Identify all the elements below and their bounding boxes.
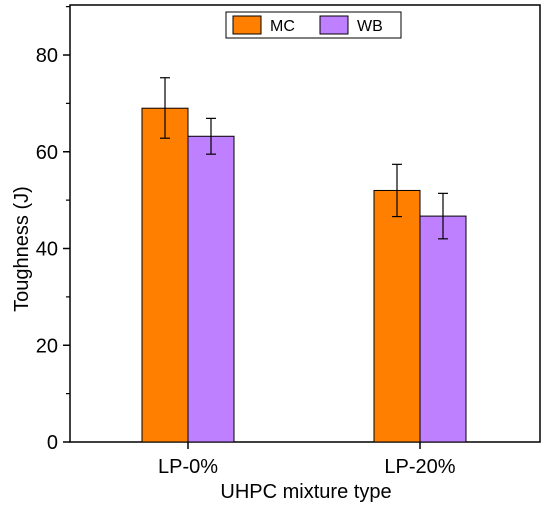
legend-swatch-mc — [232, 15, 262, 35]
error-bar-mc-1 — [160, 77, 170, 139]
y-axis-title: Toughness (J) — [11, 186, 33, 312]
x-tick-label: LP-20% — [384, 456, 455, 478]
error-bar-wb-2 — [438, 192, 448, 240]
plot-frame — [69, 4, 541, 443]
y-tick-label: 80 — [36, 45, 58, 67]
error-bars — [160, 77, 448, 240]
legend-swatch-wb — [319, 15, 349, 35]
legend-label-mc: MC — [270, 18, 295, 35]
bar-wb-2 — [419, 215, 467, 443]
y-tick-label: 20 — [36, 335, 58, 357]
error-bar-mc-2 — [392, 163, 402, 218]
x-axis-title: UHPC mixture type — [220, 481, 391, 503]
y-tick-label: 40 — [36, 239, 58, 261]
plot-area — [69, 4, 541, 443]
bar-wb-1 — [187, 135, 235, 443]
axes: 0 20 40 60 80 LP-0% LP-20% — [36, 6, 456, 478]
y-tick-label: 60 — [36, 142, 58, 164]
bar-mc-1 — [141, 107, 189, 443]
legend: MC WB — [225, 11, 402, 39]
legend-label-wb: WB — [357, 18, 383, 35]
bars — [141, 107, 467, 443]
x-tick-label: LP-0% — [158, 456, 218, 478]
error-bar-wb-1 — [206, 117, 216, 155]
y-tick-label: 0 — [47, 432, 58, 454]
bar-mc-2 — [373, 189, 421, 443]
